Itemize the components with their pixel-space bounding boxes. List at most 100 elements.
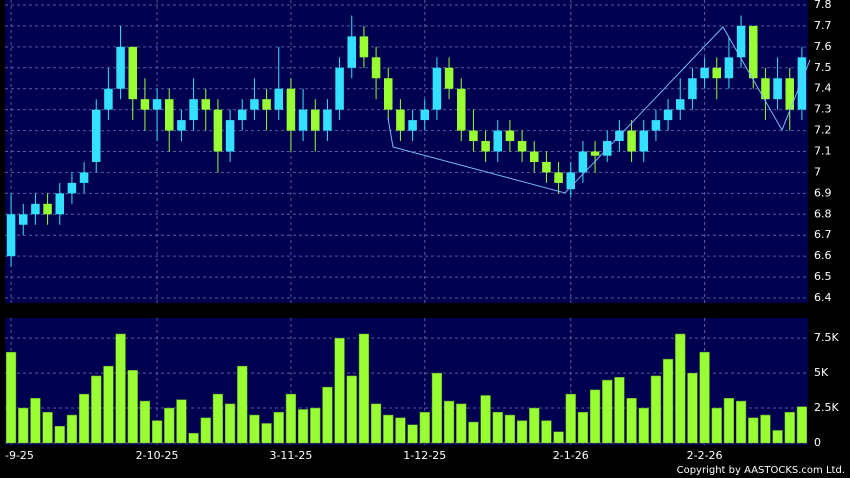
copyright: Copyright by AASTOCKS.com Ltd. — [677, 465, 845, 476]
candle-body — [773, 78, 782, 100]
candle-body — [517, 141, 527, 152]
volume-bar — [66, 414, 78, 444]
volume-bar — [784, 412, 795, 444]
candle-body — [79, 172, 89, 183]
volume-bar — [273, 412, 284, 444]
volume-bar — [176, 399, 187, 444]
candle-body — [55, 193, 65, 215]
volume-bar — [237, 365, 248, 444]
candle-body — [286, 88, 296, 131]
volume-bar — [5, 351, 17, 444]
candle-body — [408, 120, 417, 131]
volume-bar — [480, 395, 491, 444]
candle-body — [688, 78, 697, 100]
y-tick-label: 7.5 — [814, 61, 832, 74]
candle-body — [700, 67, 709, 79]
volume-bar — [224, 403, 236, 444]
volume-bar — [504, 414, 516, 444]
candle-body — [675, 99, 685, 110]
volume-bar — [565, 393, 576, 444]
candle-body — [505, 130, 515, 142]
candle-body — [189, 99, 198, 121]
volume-bar — [42, 412, 53, 444]
volume-bar — [346, 375, 357, 444]
candle-body — [432, 67, 442, 110]
candle-body — [237, 109, 247, 121]
volume-bar — [164, 407, 175, 444]
candle-body — [347, 36, 357, 68]
volume-bar — [407, 424, 418, 444]
trend-line — [387, 26, 811, 194]
candle-body — [639, 130, 649, 152]
volume-bar — [285, 393, 297, 444]
volume-bar — [760, 414, 771, 444]
volume-bar — [529, 407, 540, 444]
candle-body — [67, 182, 77, 194]
volume-bar — [395, 417, 406, 444]
y-tick-label: 7.1 — [814, 145, 832, 158]
y-tick-label: 7.3 — [814, 103, 832, 116]
candle-body — [420, 109, 430, 121]
volume-bar — [577, 412, 589, 444]
volume-bar — [735, 400, 747, 444]
volume-bar — [200, 417, 211, 444]
volume-panel — [5, 318, 808, 445]
candle-body — [116, 46, 125, 89]
volume-bar — [443, 400, 455, 444]
y-tick-label: 6.6 — [814, 249, 832, 262]
volume-bar — [358, 333, 370, 444]
y-tick-label: 5K — [814, 366, 829, 379]
volume-bar — [30, 398, 41, 444]
volume-bar — [419, 412, 430, 444]
volume-bar — [431, 372, 443, 444]
volume-bar — [370, 403, 382, 444]
candle-body — [627, 130, 636, 152]
volume-bar — [127, 370, 138, 444]
y-tick-label: 7.8 — [814, 0, 832, 11]
candle-body — [335, 67, 344, 110]
x-tick-label: 2-10-25 — [136, 449, 179, 462]
y-tick-label: 6.9 — [814, 186, 832, 199]
volume-bar — [456, 403, 467, 444]
y-tick-label: 7.6 — [814, 40, 832, 53]
candle-body — [213, 109, 223, 152]
candle-body — [736, 25, 746, 58]
candle-body — [456, 88, 466, 131]
candle-body — [91, 109, 101, 162]
candle-body — [663, 109, 673, 121]
candle-body — [128, 46, 138, 100]
candle-body — [310, 109, 320, 131]
candle-body — [140, 99, 150, 110]
candle-body — [542, 161, 551, 173]
volume-bar — [626, 398, 637, 444]
candle-body — [383, 78, 393, 110]
y-tick-label: 6.4 — [814, 291, 832, 304]
volume-bar — [772, 430, 783, 444]
candle-body — [250, 99, 259, 110]
volume-bar — [310, 407, 321, 444]
volume-bar — [614, 377, 625, 444]
candle-body — [748, 25, 758, 79]
candle-body — [6, 214, 16, 257]
volume-bar — [699, 351, 710, 444]
candle-body — [761, 78, 770, 100]
candle-body — [274, 88, 284, 110]
volume-bar — [322, 386, 333, 444]
candle-body — [18, 214, 28, 225]
volume-bar — [115, 333, 126, 444]
volume-bar — [18, 407, 29, 444]
volume-bar — [662, 358, 674, 444]
volume-bar — [675, 333, 686, 444]
candle-body — [651, 120, 661, 131]
volume-bar — [54, 425, 65, 444]
volume-bar — [103, 365, 114, 444]
y-tick-label: 7.2 — [814, 124, 832, 137]
candle-body — [712, 67, 722, 79]
candle-body — [177, 120, 186, 131]
y-tick-label: 7 — [814, 165, 821, 178]
y-tick-label: 6.8 — [814, 207, 832, 220]
x-tick-label: 2-2-26 — [687, 449, 723, 462]
candle-body — [590, 151, 600, 156]
